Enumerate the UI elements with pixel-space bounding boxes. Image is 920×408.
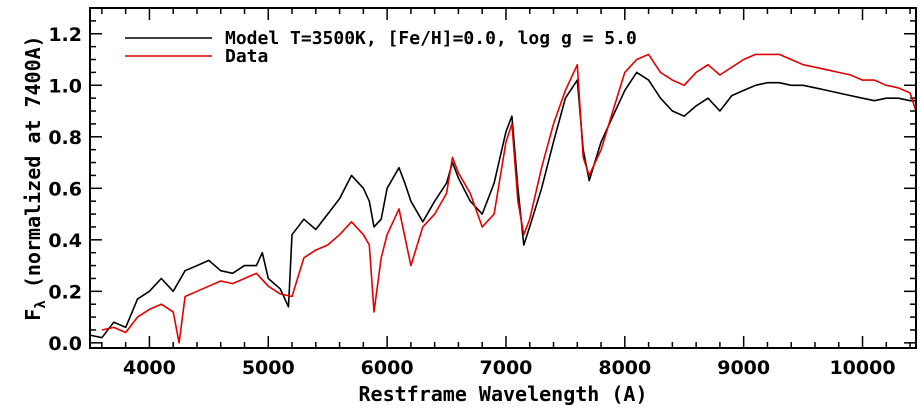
plot-frame [89, 7, 917, 349]
y-tick-label: 0.0 [48, 333, 82, 355]
x-tick-label: 5000 [242, 357, 295, 379]
legend-label-data: Data [225, 46, 268, 67]
series-line-model [89, 71, 916, 339]
y-tick-label: 0.6 [48, 178, 82, 200]
series-layer [89, 53, 917, 344]
x-tick-label: 6000 [361, 357, 414, 379]
legend-label-model: Model T=3500K, [Fe/H]=0.0, log g = 5.0 [225, 28, 637, 49]
tick-labels: 4000 5000 6000 7000 8000 9000 10000 0.0 0.2 0.4 0.… [48, 24, 895, 379]
x-tick-label: 8000 [598, 357, 651, 379]
y-tick-label: 0.2 [48, 281, 82, 303]
y-tick-label: 1.0 [48, 75, 82, 97]
y-tick-label: 0.8 [48, 127, 82, 149]
series-line-data [101, 53, 917, 344]
x-tick-label: 7000 [480, 357, 533, 379]
legend: Model T=3500K, [Fe/H]=0.0, log g = 5.0 D… [125, 28, 637, 67]
y-axis-title: Fλ (normalized at 7400A) [21, 35, 49, 320]
y-tick-label: 1.2 [48, 24, 82, 46]
x-axis-title: Restframe Wavelength (A) [359, 382, 648, 406]
axis-ticks [90, 7, 916, 348]
x-tick-label: 9000 [717, 357, 770, 379]
y-tick-label: 0.4 [48, 230, 82, 252]
x-tick-label: 4000 [123, 357, 176, 379]
x-tick-label: 10000 [829, 357, 895, 379]
